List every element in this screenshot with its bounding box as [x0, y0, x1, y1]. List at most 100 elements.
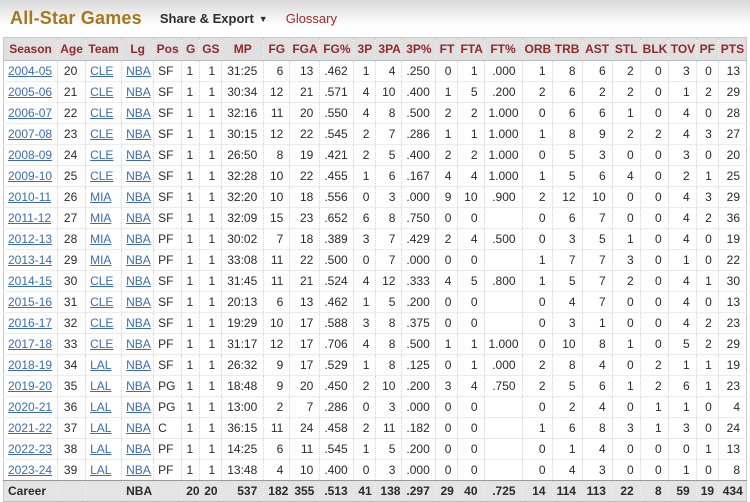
- team-link[interactable]: CLE: [90, 126, 114, 141]
- column-header[interactable]: G: [181, 37, 200, 61]
- stat-cell: .389: [319, 228, 354, 250]
- season-link[interactable]: 2022-23: [8, 441, 53, 456]
- column-header[interactable]: GS: [199, 37, 222, 61]
- team-link[interactable]: LAL: [90, 462, 112, 477]
- column-header[interactable]: Season: [3, 37, 58, 61]
- column-header[interactable]: Lg: [121, 37, 154, 61]
- team-link[interactable]: MIA: [90, 252, 112, 267]
- league-link[interactable]: NBA: [126, 231, 151, 246]
- league-link[interactable]: NBA: [126, 168, 151, 183]
- season-link[interactable]: 2006-07: [8, 105, 53, 120]
- team-link[interactable]: CLE: [90, 147, 114, 162]
- stat-cell: 9: [263, 375, 290, 397]
- team-link[interactable]: CLE: [90, 84, 114, 99]
- column-header[interactable]: FTA: [457, 37, 484, 61]
- league-link[interactable]: NBA: [126, 63, 151, 78]
- column-header[interactable]: STL: [611, 37, 641, 61]
- team-link[interactable]: LAL: [90, 357, 112, 372]
- league-link[interactable]: NBA: [126, 84, 151, 99]
- stat-cell: 4: [581, 396, 613, 418]
- team-link[interactable]: MIA: [90, 189, 112, 204]
- league-link[interactable]: NBA: [126, 273, 151, 288]
- league-link[interactable]: NBA: [126, 147, 151, 162]
- stat-cell: 1.000: [483, 144, 523, 166]
- season-link[interactable]: 2020-21: [8, 399, 53, 414]
- season-link[interactable]: 2023-24: [8, 462, 53, 477]
- column-header[interactable]: 3P%: [401, 37, 436, 61]
- league-link[interactable]: NBA: [126, 252, 151, 267]
- season-link[interactable]: 2007-08: [8, 126, 53, 141]
- season-link[interactable]: 2019-20: [8, 378, 53, 393]
- column-header[interactable]: TRB: [551, 37, 583, 61]
- glossary-link[interactable]: Glossary: [285, 11, 337, 26]
- team-link[interactable]: MIA: [90, 210, 112, 225]
- stat-cell: 6: [581, 375, 613, 397]
- team-link[interactable]: CLE: [90, 336, 114, 351]
- stat-cell: LAL: [85, 417, 122, 439]
- league-link[interactable]: NBA: [126, 357, 151, 372]
- column-header[interactable]: MP: [221, 37, 264, 61]
- team-link[interactable]: LAL: [90, 399, 112, 414]
- team-link[interactable]: CLE: [90, 63, 114, 78]
- season-link[interactable]: 2009-10: [8, 168, 53, 183]
- season-link[interactable]: 2011-12: [8, 210, 52, 225]
- stat-cell: NBA: [121, 60, 154, 82]
- team-link[interactable]: CLE: [90, 315, 114, 330]
- team-link[interactable]: CLE: [90, 105, 114, 120]
- stat-cell: .400: [319, 459, 354, 481]
- league-link[interactable]: NBA: [126, 105, 151, 120]
- league-link[interactable]: NBA: [126, 462, 151, 477]
- season-link[interactable]: 2013-14: [8, 252, 53, 267]
- stat-cell: 0: [521, 333, 553, 355]
- league-link[interactable]: NBA: [126, 378, 151, 393]
- column-header[interactable]: Pos: [153, 37, 182, 61]
- league-link[interactable]: NBA: [126, 126, 151, 141]
- column-header[interactable]: ORB: [521, 37, 553, 61]
- column-header[interactable]: FT: [435, 37, 458, 61]
- league-link[interactable]: NBA: [126, 189, 151, 204]
- season-link[interactable]: 2017-18: [8, 336, 53, 351]
- season-link[interactable]: 2016-17: [8, 315, 53, 330]
- league-link[interactable]: NBA: [126, 420, 151, 435]
- column-header[interactable]: FG%: [319, 37, 354, 61]
- season-link[interactable]: 2004-05: [8, 63, 53, 78]
- column-header[interactable]: AST: [581, 37, 613, 61]
- column-header[interactable]: FG: [263, 37, 290, 61]
- stat-cell: .462: [319, 291, 354, 313]
- season-link[interactable]: 2012-13: [8, 231, 53, 246]
- team-link[interactable]: CLE: [90, 294, 114, 309]
- column-header[interactable]: PTS: [717, 37, 747, 61]
- column-header[interactable]: PF: [695, 37, 719, 61]
- stat-cell: 1: [199, 270, 222, 292]
- season-link[interactable]: 2021-22: [8, 420, 53, 435]
- league-link[interactable]: NBA: [126, 210, 151, 225]
- season-link[interactable]: 2015-16: [8, 294, 53, 309]
- stat-cell: 1: [457, 333, 484, 355]
- column-header[interactable]: FT%: [483, 37, 523, 61]
- column-header[interactable]: FGA: [289, 37, 320, 61]
- column-header[interactable]: Team: [85, 37, 122, 61]
- team-link[interactable]: LAL: [90, 420, 112, 435]
- share-export-button[interactable]: Share & Export ▼: [160, 11, 268, 26]
- season-link[interactable]: 2010-11: [8, 189, 52, 204]
- league-link[interactable]: NBA: [126, 315, 151, 330]
- column-header[interactable]: 3PA: [375, 37, 402, 61]
- team-link[interactable]: CLE: [90, 273, 114, 288]
- league-link[interactable]: NBA: [126, 294, 151, 309]
- team-link[interactable]: LAL: [90, 378, 112, 393]
- season-link[interactable]: 2008-09: [8, 147, 53, 162]
- team-link[interactable]: CLE: [90, 168, 114, 183]
- stat-cell: 1: [353, 165, 376, 187]
- team-link[interactable]: MIA: [90, 231, 112, 246]
- team-link[interactable]: LAL: [90, 441, 112, 456]
- column-header[interactable]: BLK: [639, 37, 669, 61]
- season-link[interactable]: 2014-15: [8, 273, 53, 288]
- league-link[interactable]: NBA: [126, 336, 151, 351]
- column-header[interactable]: Age: [57, 37, 86, 61]
- season-link[interactable]: 2018-19: [8, 357, 53, 372]
- column-header[interactable]: TOV: [667, 37, 697, 61]
- league-link[interactable]: NBA: [126, 399, 151, 414]
- season-link[interactable]: 2005-06: [8, 84, 53, 99]
- league-link[interactable]: NBA: [126, 441, 151, 456]
- column-header[interactable]: 3P: [353, 37, 376, 61]
